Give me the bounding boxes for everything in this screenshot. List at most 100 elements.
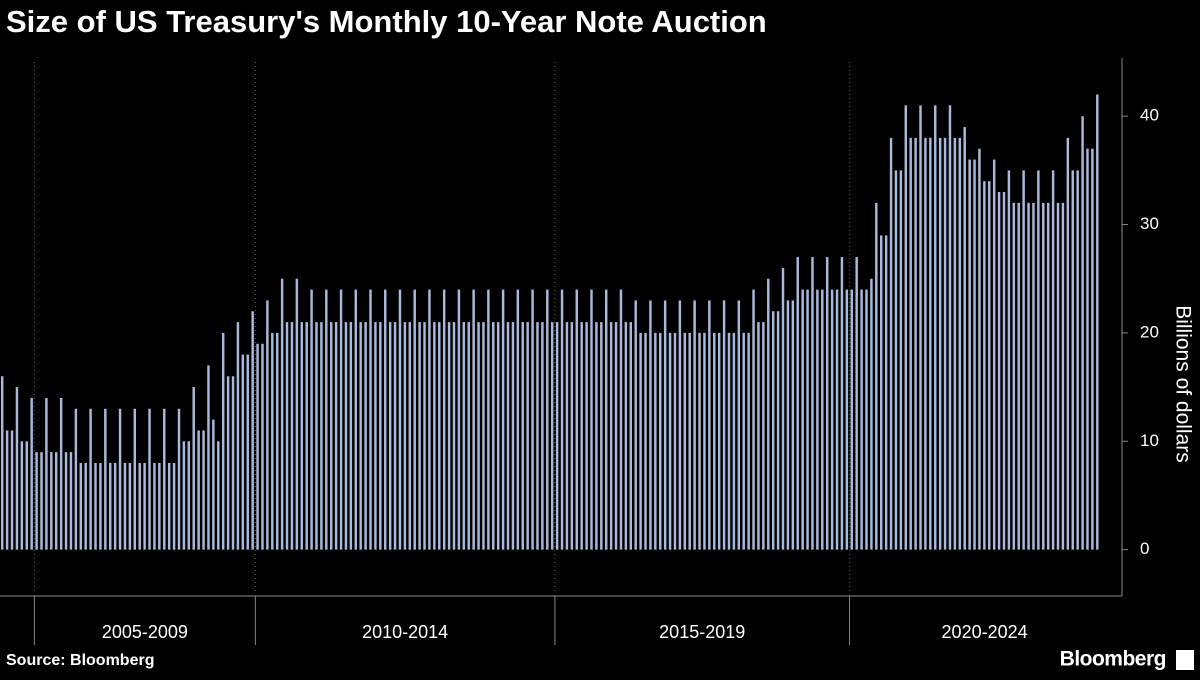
bar: [496, 322, 500, 550]
bar: [45, 397, 48, 550]
bar: [654, 332, 657, 550]
bar: [305, 322, 308, 550]
bar: [757, 322, 760, 550]
bar: [1032, 202, 1035, 550]
bar: [202, 430, 205, 550]
bar: [438, 322, 441, 550]
bar: [1037, 170, 1040, 550]
bar: [423, 322, 426, 550]
bar: [207, 365, 210, 550]
bar: [511, 322, 515, 550]
bar: [865, 289, 868, 550]
bar: [786, 300, 790, 550]
bar: [688, 332, 691, 550]
bar: [10, 430, 14, 550]
bar: [30, 397, 33, 550]
bar: [79, 462, 83, 550]
bar: [550, 322, 554, 550]
bar: [546, 289, 549, 550]
bar: [1076, 170, 1079, 550]
bar: [344, 322, 348, 550]
bar: [452, 322, 456, 550]
bar: [1096, 94, 1099, 550]
bar: [354, 289, 358, 550]
bar: [246, 354, 249, 550]
bar: [256, 343, 259, 550]
bar: [894, 170, 898, 550]
bar: [128, 462, 132, 550]
bar: [845, 289, 849, 550]
brand-icon: [1176, 650, 1194, 670]
bar: [442, 289, 446, 550]
bar: [934, 105, 937, 550]
bar: [187, 441, 191, 550]
bar: [506, 322, 510, 550]
y-axis-label: Billions of dollars: [1171, 305, 1194, 463]
bar: [251, 311, 254, 550]
bar: [1046, 202, 1050, 550]
bar: [487, 289, 490, 550]
bar: [629, 322, 633, 550]
bar: [59, 397, 63, 550]
bar: [1017, 202, 1020, 550]
bar: [855, 257, 858, 550]
bar: [673, 332, 677, 550]
bar: [963, 127, 966, 550]
bar: [884, 235, 888, 550]
y-tick-label: 20: [1140, 322, 1159, 341]
bar: [988, 181, 991, 550]
bar: [275, 332, 279, 550]
bar: [943, 137, 947, 550]
bar: [791, 300, 795, 550]
bar: [418, 322, 421, 550]
bar: [172, 462, 176, 550]
bar: [767, 278, 770, 550]
bar: [413, 289, 416, 550]
bar: [1071, 170, 1074, 550]
bar: [1007, 170, 1011, 550]
bar: [678, 300, 682, 550]
bar: [148, 408, 151, 550]
bar: [226, 376, 230, 550]
bar: [727, 332, 731, 550]
bar: [1012, 202, 1016, 550]
bar: [560, 289, 564, 550]
bar: [334, 322, 338, 550]
bar: [1042, 202, 1045, 550]
bar: [580, 322, 583, 550]
bar: [64, 452, 68, 550]
bar: [501, 289, 505, 550]
bar: [776, 311, 780, 550]
bar: [516, 289, 520, 550]
bar: [492, 322, 495, 550]
bar: [614, 322, 618, 550]
bar: [973, 159, 976, 550]
bar: [482, 322, 485, 550]
bar: [315, 322, 318, 550]
bar: [5, 430, 9, 550]
bar: [182, 441, 186, 550]
bar: [668, 332, 672, 550]
bar: [89, 408, 92, 550]
bar: [526, 322, 529, 550]
bar: [99, 462, 102, 550]
bar: [752, 289, 755, 550]
bar: [555, 322, 559, 550]
bar: [192, 387, 195, 550]
bar: [241, 354, 245, 550]
x-group-label: 2010-2014: [362, 622, 448, 642]
bar: [457, 289, 461, 550]
bar: [983, 181, 986, 550]
x-group-label: 2005-2009: [102, 622, 188, 642]
bar: [639, 332, 642, 550]
bar: [1081, 116, 1084, 550]
bar: [771, 311, 775, 550]
bar: [924, 137, 927, 550]
bar: [722, 300, 726, 550]
bar: [541, 322, 544, 550]
bar: [266, 300, 269, 550]
bar: [69, 452, 73, 550]
bar: [938, 137, 942, 550]
bar: [781, 267, 785, 550]
